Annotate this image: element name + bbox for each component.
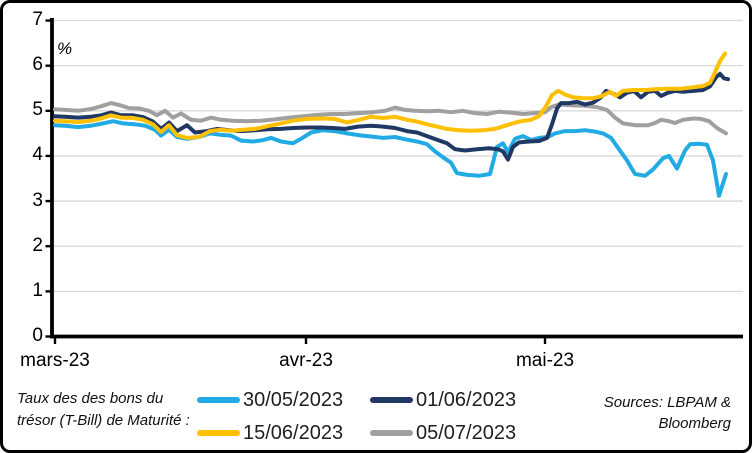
x-tick-label-mars: mars-23 bbox=[20, 350, 90, 371]
y-tick-label: 3 bbox=[32, 190, 43, 211]
legend-swatch-gray bbox=[370, 430, 413, 436]
caption-line-1: Taux des des bons du bbox=[17, 390, 164, 407]
sources-line-1: Sources: LBPAM & bbox=[603, 394, 731, 411]
caption-line-2: trésor (T-Bill) de Maturité : bbox=[17, 412, 190, 429]
sources-line-2: Bloomberg bbox=[658, 415, 731, 432]
y-axis-unit-label: % bbox=[57, 39, 73, 58]
y-tick-label: 5 bbox=[32, 99, 43, 120]
y-tick-label: 6 bbox=[32, 54, 43, 75]
series-line-0 bbox=[53, 119, 728, 198]
y-tick-label: 2 bbox=[32, 235, 43, 256]
y-tick-label: 1 bbox=[32, 280, 43, 301]
sources-note: Sources: LBPAM & Bloomberg bbox=[604, 392, 731, 434]
line-chart-canvas bbox=[45, 18, 743, 344]
x-tick-label-avr: avr-23 bbox=[279, 350, 333, 371]
legend-item-01-06-2023: 01/06/2023 bbox=[370, 388, 516, 412]
legend-label: 15/06/2023 bbox=[243, 422, 344, 444]
legend-item-30-05-2023: 30/05/2023 bbox=[197, 388, 343, 412]
y-tick-label: 4 bbox=[32, 144, 43, 165]
series-line-1 bbox=[53, 71, 730, 162]
series-line-2 bbox=[53, 51, 727, 140]
legend-item-05-07-2023: 05/07/2023 bbox=[370, 421, 516, 445]
legend-swatch-yellow bbox=[197, 430, 240, 436]
y-tick-label: 7 bbox=[32, 9, 43, 30]
x-tick-label-mai: mai-23 bbox=[515, 350, 575, 371]
series-line-3 bbox=[53, 101, 728, 136]
legend-label: 05/07/2023 bbox=[416, 422, 517, 444]
legend-swatch-cyan bbox=[197, 397, 240, 403]
series-group-caption: Taux des des bons du trésor (T-Bill) de … bbox=[17, 388, 232, 432]
legend-swatch-navy bbox=[370, 397, 413, 403]
legend-label: 01/06/2023 bbox=[416, 389, 517, 411]
legend-label: 30/05/2023 bbox=[243, 389, 344, 411]
y-tick-label: 0 bbox=[32, 325, 43, 346]
legend-item-15-06-2023: 15/06/2023 bbox=[197, 421, 343, 445]
